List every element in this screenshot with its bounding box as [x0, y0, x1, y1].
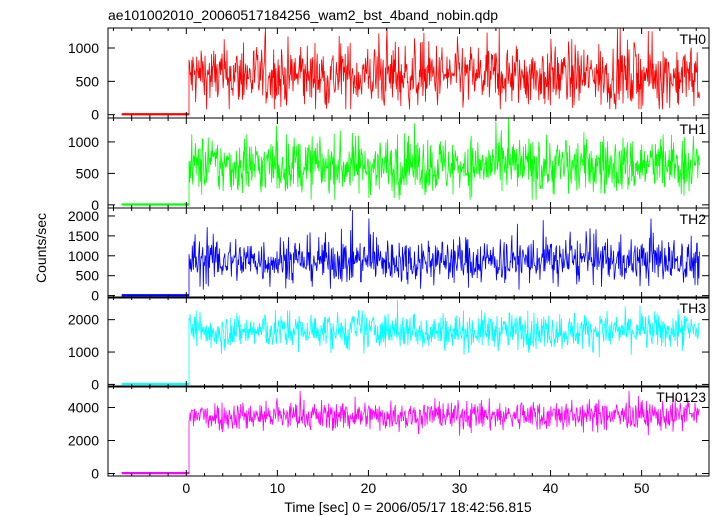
y-tick-label: 0	[91, 107, 99, 123]
panel-th2: 0 500 1000 1500 2000 TH2	[68, 207, 710, 304]
y-tick-label: 1000	[68, 248, 99, 264]
panel-frame	[107, 385, 710, 477]
x-tick-label: 20	[361, 480, 377, 496]
y-tick-label: 0	[91, 376, 99, 392]
chart-title: ae101002010_20060517184256_wam2_bst_4ban…	[108, 7, 498, 23]
panel-th3: 0 1000 2000 TH3	[68, 296, 710, 392]
y-axis-label: Counts/sec	[33, 213, 49, 283]
x-tick-label: 40	[543, 480, 559, 496]
y-tick-label: 2000	[68, 312, 99, 328]
series-th0123	[188, 390, 700, 474]
x-tick-label: 0	[182, 480, 190, 496]
y-tick-label: 1500	[68, 228, 99, 244]
x-tick-label: 10	[270, 480, 286, 496]
y-tick-label: 2000	[68, 432, 99, 448]
panel-th0123: 0 2000 4000 TH0123	[68, 385, 710, 482]
panel-th0: 0 500 1000 TH0	[68, 27, 710, 123]
panel-frame	[107, 207, 710, 299]
y-tick-label: 0	[91, 288, 99, 304]
y-tick-label: 0	[91, 197, 99, 213]
y-tick-label: 500	[76, 165, 100, 181]
x-tick-label: 50	[634, 480, 650, 496]
y-tick-label: 0	[91, 466, 99, 482]
y-tick-label: 2000	[68, 208, 99, 224]
series-th0	[188, 27, 700, 115]
x-tick-label: 30	[452, 480, 468, 496]
series-th3	[188, 299, 700, 385]
series-th2	[188, 209, 700, 296]
panel-frame	[107, 296, 710, 388]
legend-th2: TH2	[680, 211, 707, 227]
series-th1	[188, 117, 700, 205]
legend-th0: TH0	[680, 31, 707, 47]
y-tick-label: 1000	[68, 344, 99, 360]
x-axis-label: Time [sec] 0 = 2006/05/17 18:42:56.815	[284, 499, 532, 515]
legend-th1: TH1	[680, 121, 707, 137]
legend-th3: TH3	[680, 300, 707, 316]
y-tick-label: 1000	[68, 40, 99, 56]
y-tick-label: 4000	[68, 399, 99, 415]
y-tick-label: 500	[76, 268, 100, 284]
legend-th0123: TH0123	[656, 389, 706, 405]
y-tick-label: 500	[76, 73, 100, 89]
y-tick-label: 1000	[68, 134, 99, 150]
